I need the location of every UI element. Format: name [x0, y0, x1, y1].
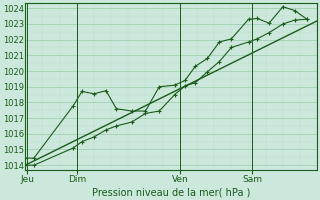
X-axis label: Pression niveau de la mer( hPa ): Pression niveau de la mer( hPa ): [92, 187, 251, 197]
